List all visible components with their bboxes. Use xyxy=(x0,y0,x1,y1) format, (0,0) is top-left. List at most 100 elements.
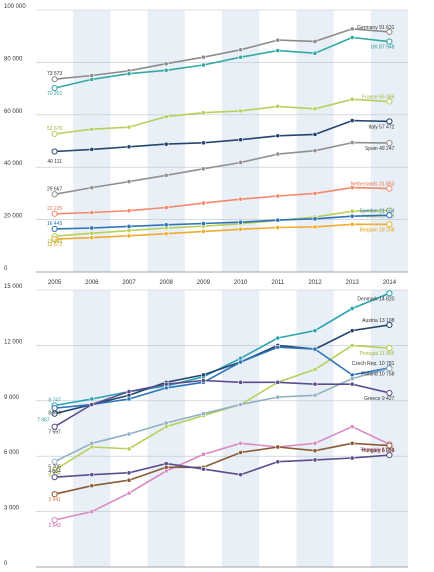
data-point xyxy=(200,140,206,146)
data-point xyxy=(312,392,318,398)
y-tick-label: 100 000 xyxy=(4,4,26,10)
series-line xyxy=(54,292,390,407)
data-point xyxy=(163,172,169,178)
data-point xyxy=(349,96,355,102)
data-point xyxy=(163,114,169,120)
data-point xyxy=(275,37,281,43)
end-value-label: Italy 57 472 xyxy=(369,124,395,130)
year-band xyxy=(296,290,334,567)
data-point xyxy=(238,160,243,165)
data-point xyxy=(200,466,206,472)
data-point xyxy=(349,221,355,227)
data-point xyxy=(163,61,169,67)
x-tick-label: 2006 xyxy=(85,280,99,286)
end-marker xyxy=(51,210,58,217)
x-tick-label: 2007 xyxy=(122,280,136,286)
year-band xyxy=(222,290,260,567)
series-hungary: 4 864 Hungary 6 059 xyxy=(48,448,395,481)
series-romania: 2 543 Romania 6 651 xyxy=(48,424,395,529)
data-point xyxy=(126,431,132,437)
data-point xyxy=(89,77,95,82)
end-marker xyxy=(386,442,393,449)
data-point xyxy=(312,440,318,446)
data-point xyxy=(89,483,95,489)
data-point xyxy=(163,420,169,426)
end-marker xyxy=(386,185,393,192)
y-tick-label: 15 000 xyxy=(4,284,23,290)
data-point xyxy=(312,148,318,154)
series-uk: 70 201 UK 87 948 xyxy=(47,35,395,97)
data-point xyxy=(89,509,95,514)
end-marker xyxy=(51,191,58,198)
data-point xyxy=(126,490,132,496)
start-value-label: 4 864 xyxy=(48,469,61,475)
end-value-label: Ireland 6 576 xyxy=(365,449,394,455)
data-point xyxy=(126,228,132,234)
end-marker xyxy=(51,516,58,524)
series-portugal: 5 245Portugal 11 855 xyxy=(48,342,395,479)
data-point xyxy=(275,133,281,139)
data-point xyxy=(200,411,206,417)
data-point xyxy=(163,67,169,73)
data-point xyxy=(238,472,243,478)
data-point xyxy=(349,342,355,348)
data-point xyxy=(89,472,95,478)
x-tick-label: 2010 xyxy=(234,280,248,286)
value-annotation: 13 646 xyxy=(47,239,63,245)
series-sweden: 16 445 Sweden 21 654 xyxy=(47,208,395,233)
data-point xyxy=(89,402,95,407)
data-point xyxy=(238,54,243,60)
data-point xyxy=(89,126,95,132)
data-point xyxy=(200,451,206,457)
start-value-label: 2 543 xyxy=(48,523,61,529)
start-value-label: 73 573 xyxy=(47,71,63,77)
series-finland: 5 705 Finland 10 758 xyxy=(48,365,395,471)
data-point xyxy=(312,367,318,372)
end-value-label: Hungary 6 059 xyxy=(362,448,395,454)
series-netherlands: 22 225 Netherlands 31 853 xyxy=(47,182,395,217)
series-line xyxy=(54,141,390,196)
x-tick-label: 2012 xyxy=(308,280,322,286)
y-tick-label: 60 000 xyxy=(4,109,23,115)
data-point xyxy=(89,440,95,446)
series-line xyxy=(54,367,390,463)
series-line xyxy=(54,344,390,471)
data-point xyxy=(238,137,243,143)
data-point xyxy=(89,146,95,152)
data-point xyxy=(349,440,355,446)
data-point xyxy=(312,448,318,454)
end-value-label: Sweden 21 654 xyxy=(360,208,395,214)
end-value-label: Portugal 11 855 xyxy=(359,351,394,357)
end-value-label: Germany 91 631 xyxy=(357,25,394,31)
end-marker xyxy=(386,98,393,105)
data-point xyxy=(126,470,132,476)
data-point xyxy=(349,26,355,32)
data-point xyxy=(349,213,355,219)
end-value-label: Romania 6 651 xyxy=(360,447,394,453)
data-point xyxy=(126,208,132,214)
end-marker xyxy=(386,221,393,228)
start-value-label: 3 941 xyxy=(48,497,61,503)
end-value-label: Finland 10 758 xyxy=(361,371,394,377)
data-point xyxy=(312,50,318,56)
data-point xyxy=(238,47,243,53)
data-point xyxy=(200,166,206,172)
data-point xyxy=(238,219,243,225)
data-point xyxy=(275,379,281,385)
end-marker xyxy=(51,491,58,498)
year-band xyxy=(370,290,408,567)
data-point xyxy=(312,39,318,44)
data-point xyxy=(163,141,169,147)
data-point xyxy=(89,210,95,215)
data-point xyxy=(89,235,95,241)
data-point xyxy=(349,328,355,334)
data-point xyxy=(349,306,355,311)
end-marker xyxy=(51,76,58,83)
data-point xyxy=(312,346,318,352)
series-line xyxy=(54,425,390,521)
start-value-label: 16 445 xyxy=(47,221,63,227)
series-line xyxy=(54,346,390,409)
data-point xyxy=(275,225,281,230)
y-tick-label: 12 000 xyxy=(4,339,23,345)
